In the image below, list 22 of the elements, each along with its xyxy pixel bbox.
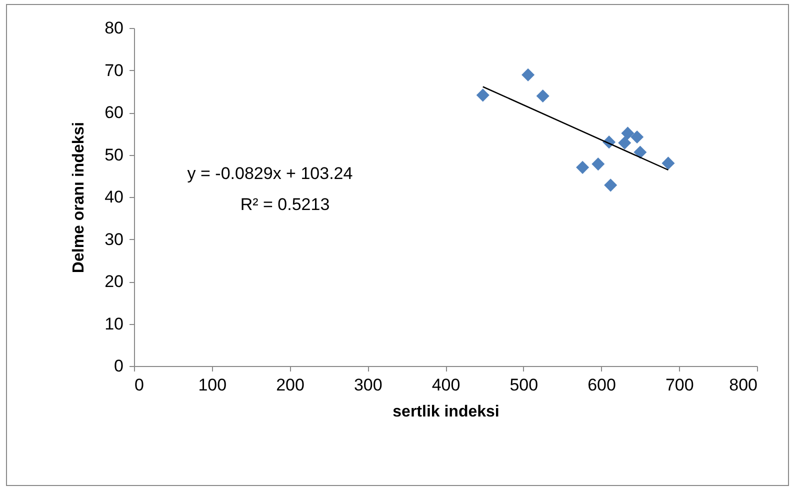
y-tick-label: 80	[104, 18, 124, 38]
x-tick-label: 600	[588, 376, 616, 394]
y-tick-label: 20	[104, 272, 124, 291]
annotation: y = -0.0829x + 103.24	[187, 164, 353, 183]
x-tick-label: 300	[354, 376, 382, 394]
x-tick-label: 700	[665, 376, 694, 394]
x-tick-label: 400	[432, 376, 460, 394]
annotation: R² = 0.5213	[240, 195, 330, 214]
x-tick-label: 500	[510, 376, 538, 394]
y-tick-label: 60	[104, 103, 124, 122]
x-tick-label: 100	[198, 376, 227, 394]
y-axis-title: Delme oranı indeksi	[70, 122, 88, 274]
y-tick-label: 10	[104, 314, 124, 334]
y-tick-label: 30	[104, 230, 124, 249]
y-tick-label: 0	[114, 356, 124, 376]
x-tick-label: 200	[276, 376, 304, 394]
y-tick-label: 70	[104, 60, 124, 80]
x-tick-label: 0	[134, 376, 144, 394]
x-axis-title: sertlik indeksi	[392, 404, 500, 420]
y-tick-label: 40	[104, 188, 124, 206]
y-tick-label: 50	[104, 145, 124, 164]
x-tick-label: 800	[729, 376, 758, 394]
